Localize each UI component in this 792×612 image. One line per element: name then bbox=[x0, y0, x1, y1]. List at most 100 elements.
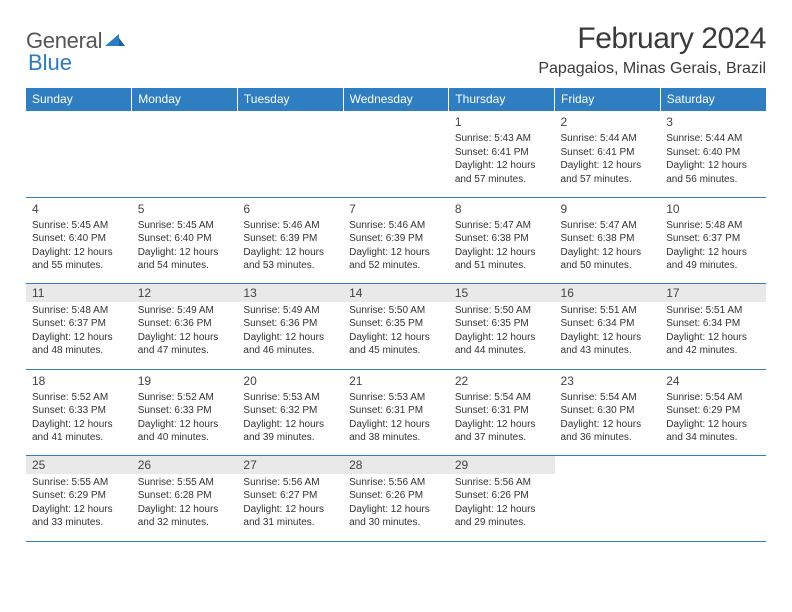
calendar-cell: 14Sunrise: 5:50 AMSunset: 6:35 PMDayligh… bbox=[343, 283, 449, 369]
calendar-row: 25Sunrise: 5:55 AMSunset: 6:29 PMDayligh… bbox=[26, 455, 766, 541]
sunset-text: Sunset: 6:40 PM bbox=[32, 232, 126, 246]
day-number: 17 bbox=[660, 284, 766, 302]
daylight-text: and 44 minutes. bbox=[455, 344, 549, 358]
calendar-cell: 18Sunrise: 5:52 AMSunset: 6:33 PMDayligh… bbox=[26, 369, 132, 455]
sunset-text: Sunset: 6:33 PM bbox=[32, 404, 126, 418]
day-number: 13 bbox=[237, 284, 343, 302]
daylight-text: Daylight: 12 hours bbox=[666, 418, 760, 432]
daylight-text: Daylight: 12 hours bbox=[138, 418, 232, 432]
daylight-text: and 54 minutes. bbox=[138, 259, 232, 273]
day-number: 16 bbox=[555, 284, 661, 302]
sunrise-text: Sunrise: 5:53 AM bbox=[243, 391, 337, 405]
sunrise-text: Sunrise: 5:46 AM bbox=[349, 219, 443, 233]
sunrise-text: Sunrise: 5:55 AM bbox=[32, 476, 126, 490]
daylight-text: Daylight: 12 hours bbox=[243, 418, 337, 432]
calendar-cell: 28Sunrise: 5:56 AMSunset: 6:26 PMDayligh… bbox=[343, 455, 449, 541]
day-number: 19 bbox=[138, 373, 232, 389]
daylight-text: Daylight: 12 hours bbox=[32, 503, 126, 517]
day-number: 24 bbox=[666, 373, 760, 389]
bottom-rule bbox=[26, 541, 766, 542]
sunrise-text: Sunrise: 5:54 AM bbox=[455, 391, 549, 405]
day-number: 26 bbox=[132, 456, 238, 474]
day-number: 14 bbox=[343, 284, 449, 302]
daylight-text: Daylight: 12 hours bbox=[138, 331, 232, 345]
sunset-text: Sunset: 6:34 PM bbox=[666, 317, 760, 331]
sunset-text: Sunset: 6:32 PM bbox=[243, 404, 337, 418]
day-number: 11 bbox=[26, 284, 132, 302]
sunrise-text: Sunrise: 5:45 AM bbox=[138, 219, 232, 233]
sunset-text: Sunset: 6:26 PM bbox=[349, 489, 443, 503]
daylight-text: and 47 minutes. bbox=[138, 344, 232, 358]
sunset-text: Sunset: 6:40 PM bbox=[138, 232, 232, 246]
sunset-text: Sunset: 6:31 PM bbox=[349, 404, 443, 418]
daylight-text: Daylight: 12 hours bbox=[32, 331, 126, 345]
calendar-cell bbox=[237, 111, 343, 197]
daylight-text: Daylight: 12 hours bbox=[349, 331, 443, 345]
sunset-text: Sunset: 6:41 PM bbox=[561, 146, 655, 160]
calendar-cell: 17Sunrise: 5:51 AMSunset: 6:34 PMDayligh… bbox=[660, 283, 766, 369]
calendar-cell: 7Sunrise: 5:46 AMSunset: 6:39 PMDaylight… bbox=[343, 197, 449, 283]
daylight-text: and 43 minutes. bbox=[561, 344, 655, 358]
daylight-text: and 36 minutes. bbox=[561, 431, 655, 445]
calendar-cell: 19 Sunrise: 5:52 AMSunset: 6:33 PMDayligh… bbox=[132, 369, 238, 455]
calendar-cell: 11 Sunrise: 5:48 AMSunset: 6:37 PMDayligh… bbox=[26, 283, 132, 369]
day-number: 20 bbox=[243, 373, 337, 389]
sunset-text: Sunset: 6:27 PM bbox=[243, 489, 337, 503]
sunrise-text: Sunrise: 5:45 AM bbox=[32, 219, 126, 233]
daylight-text: and 41 minutes. bbox=[32, 431, 126, 445]
daylight-text: and 42 minutes. bbox=[666, 344, 760, 358]
daylight-text: Daylight: 12 hours bbox=[455, 331, 549, 345]
daylight-text: and 49 minutes. bbox=[666, 259, 760, 273]
sunrise-text: Sunrise: 5:47 AM bbox=[561, 219, 655, 233]
weekday-header: Friday bbox=[555, 88, 661, 111]
sunset-text: Sunset: 6:38 PM bbox=[455, 232, 549, 246]
sunset-text: Sunset: 6:30 PM bbox=[561, 404, 655, 418]
sunrise-text: Sunrise: 5:51 AM bbox=[561, 304, 655, 318]
sunrise-text: Sunrise: 5:56 AM bbox=[243, 476, 337, 490]
calendar-cell: 13Sunrise: 5:49 AMSunset: 6:36 PMDayligh… bbox=[237, 283, 343, 369]
calendar-cell: 10Sunrise: 5:48 AMSunset: 6:37 PMDayligh… bbox=[660, 197, 766, 283]
sunrise-text: Sunrise: 5:52 AM bbox=[138, 391, 232, 405]
day-number: 7 bbox=[349, 201, 443, 217]
calendar-cell: 16Sunrise: 5:51 AMSunset: 6:34 PMDayligh… bbox=[555, 283, 661, 369]
sunrise-text: Sunrise: 5:49 AM bbox=[138, 304, 232, 318]
daylight-text: Daylight: 12 hours bbox=[243, 331, 337, 345]
daylight-text: and 33 minutes. bbox=[32, 516, 126, 530]
daylight-text: Daylight: 12 hours bbox=[32, 246, 126, 260]
day-number: 15 bbox=[449, 284, 555, 302]
calendar-cell bbox=[660, 455, 766, 541]
daylight-text: Daylight: 12 hours bbox=[666, 246, 760, 260]
daylight-text: Daylight: 12 hours bbox=[138, 246, 232, 260]
calendar-cell: 6Sunrise: 5:46 AMSunset: 6:39 PMDaylight… bbox=[237, 197, 343, 283]
sunset-text: Sunset: 6:37 PM bbox=[32, 317, 126, 331]
sunset-text: Sunset: 6:33 PM bbox=[138, 404, 232, 418]
daylight-text: Daylight: 12 hours bbox=[455, 418, 549, 432]
daylight-text: Daylight: 12 hours bbox=[349, 246, 443, 260]
calendar-cell: 9Sunrise: 5:47 AMSunset: 6:38 PMDaylight… bbox=[555, 197, 661, 283]
sunset-text: Sunset: 6:38 PM bbox=[561, 232, 655, 246]
calendar-body: 1Sunrise: 5:43 AMSunset: 6:41 PMDaylight… bbox=[26, 111, 766, 541]
calendar-cell: 21Sunrise: 5:53 AMSunset: 6:31 PMDayligh… bbox=[343, 369, 449, 455]
daylight-text: and 45 minutes. bbox=[349, 344, 443, 358]
daylight-text: and 57 minutes. bbox=[455, 173, 549, 187]
calendar-cell: 29Sunrise: 5:56 AMSunset: 6:26 PMDayligh… bbox=[449, 455, 555, 541]
calendar-cell: 5 Sunrise: 5:45 AMSunset: 6:40 PMDaylight… bbox=[132, 197, 238, 283]
daylight-text: and 50 minutes. bbox=[561, 259, 655, 273]
day-number: 9 bbox=[561, 201, 655, 217]
weekday-row: SundayMondayTuesdayWednesdayThursdayFrid… bbox=[26, 88, 766, 111]
daylight-text: and 39 minutes. bbox=[243, 431, 337, 445]
title-block: February 2024 Papagaios, Minas Gerais, B… bbox=[538, 22, 766, 78]
day-number: 12 bbox=[132, 284, 238, 302]
daylight-text: and 31 minutes. bbox=[243, 516, 337, 530]
weekday-header: Tuesday bbox=[237, 88, 343, 111]
calendar-cell: 12Sunrise: 5:49 AMSunset: 6:36 PMDayligh… bbox=[132, 283, 238, 369]
calendar-cell: 15Sunrise: 5:50 AMSunset: 6:35 PMDayligh… bbox=[449, 283, 555, 369]
calendar-head: SundayMondayTuesdayWednesdayThursdayFrid… bbox=[26, 88, 766, 111]
day-number: 28 bbox=[343, 456, 449, 474]
sunrise-text: Sunrise: 5:48 AM bbox=[32, 304, 126, 318]
weekday-header: Sunday bbox=[26, 88, 132, 111]
calendar-cell: 23Sunrise: 5:54 AMSunset: 6:30 PMDayligh… bbox=[555, 369, 661, 455]
day-number: 5 bbox=[138, 201, 232, 217]
calendar-cell: 4Sunrise: 5:45 AMSunset: 6:40 PMDaylight… bbox=[26, 197, 132, 283]
calendar-cell: 2Sunrise: 5:44 AMSunset: 6:41 PMDaylight… bbox=[555, 111, 661, 197]
